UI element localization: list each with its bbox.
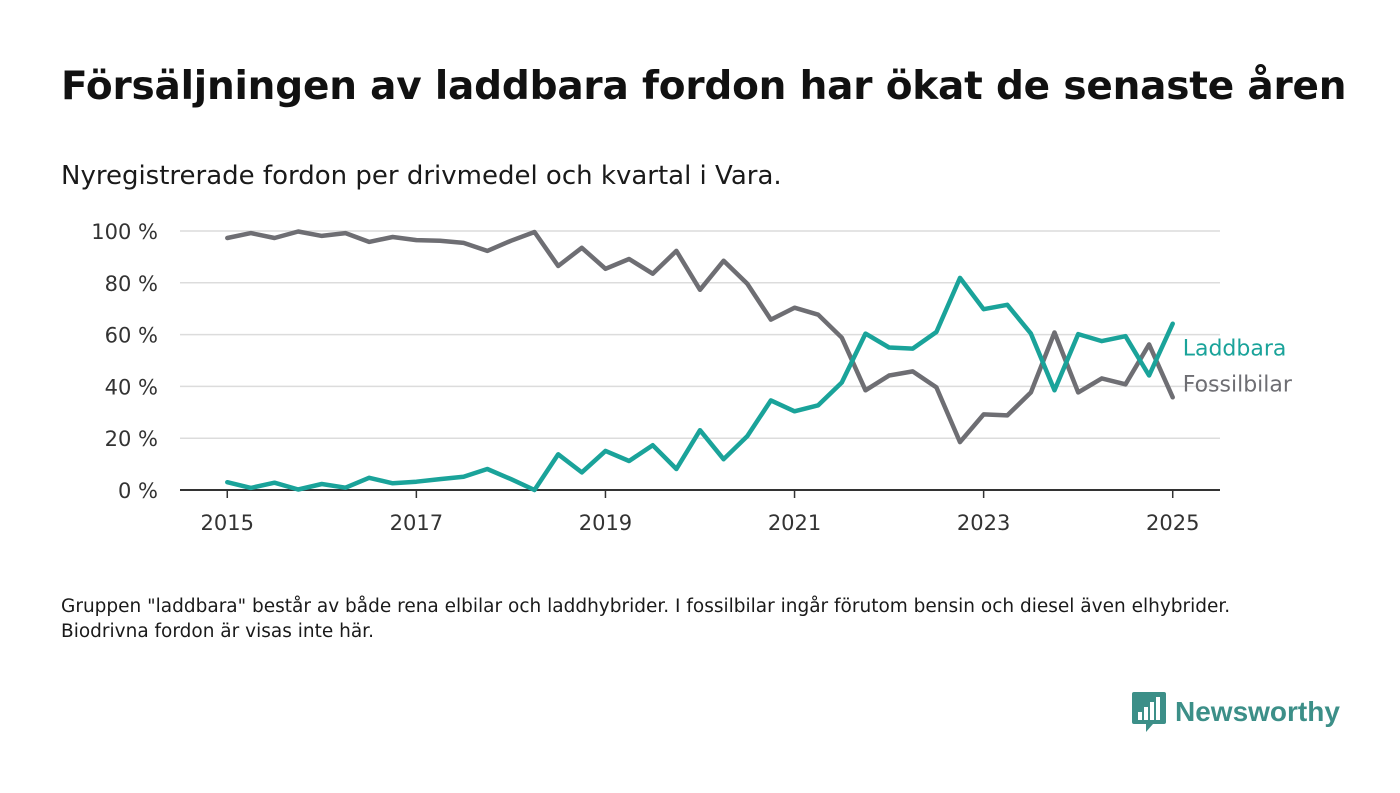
chart-title: Försäljningen av laddbara fordon har öka… xyxy=(61,64,1347,109)
x-axis: 2015 2017 2019 2021 2023 2025 xyxy=(180,489,1220,535)
y-tick-label: 20 % xyxy=(105,427,158,451)
line-chart: 0 % 20 % 40 % 60 % 80 % 100 % 2015 2017 2019 202… xyxy=(91,220,1293,535)
series-label-laddbara: Laddbara xyxy=(1183,337,1287,362)
y-tick-label: 40 % xyxy=(105,375,158,399)
series-lines xyxy=(225,229,1175,493)
x-tick-label: 2025 xyxy=(1146,511,1199,535)
x-tick-label: 2015 xyxy=(201,511,254,535)
x-tick-label: 2017 xyxy=(390,511,443,535)
series-line-laddbara xyxy=(225,275,1175,493)
y-tick-label: 100 % xyxy=(91,220,158,244)
x-tick-label: 2023 xyxy=(957,511,1010,535)
brand-name: Newsworthy xyxy=(1175,696,1340,727)
bar-chart-icon xyxy=(1132,692,1166,732)
y-axis-ticks: 0 % 20 % 40 % 60 % 80 % 100 % xyxy=(91,220,158,503)
series-line-fossilbilar xyxy=(225,229,1175,445)
chart-subtitle: Nyregistrerade fordon per drivmedel och … xyxy=(61,161,782,191)
x-tick-label: 2021 xyxy=(768,511,821,535)
x-tick-label: 2019 xyxy=(579,511,632,535)
y-tick-label: 80 % xyxy=(105,272,158,296)
y-tick-label: 60 % xyxy=(105,324,158,348)
series-label-fossilbilar: Fossilbilar xyxy=(1183,373,1293,398)
gridlines xyxy=(180,230,1220,439)
series-labels: Laddbara Fossilbilar xyxy=(1183,337,1293,398)
newsworthy-logo: Newsworthy xyxy=(1131,690,1340,734)
footnote: Gruppen "laddbara" består av både rena e… xyxy=(61,596,1231,642)
y-tick-label: 0 % xyxy=(118,479,158,503)
